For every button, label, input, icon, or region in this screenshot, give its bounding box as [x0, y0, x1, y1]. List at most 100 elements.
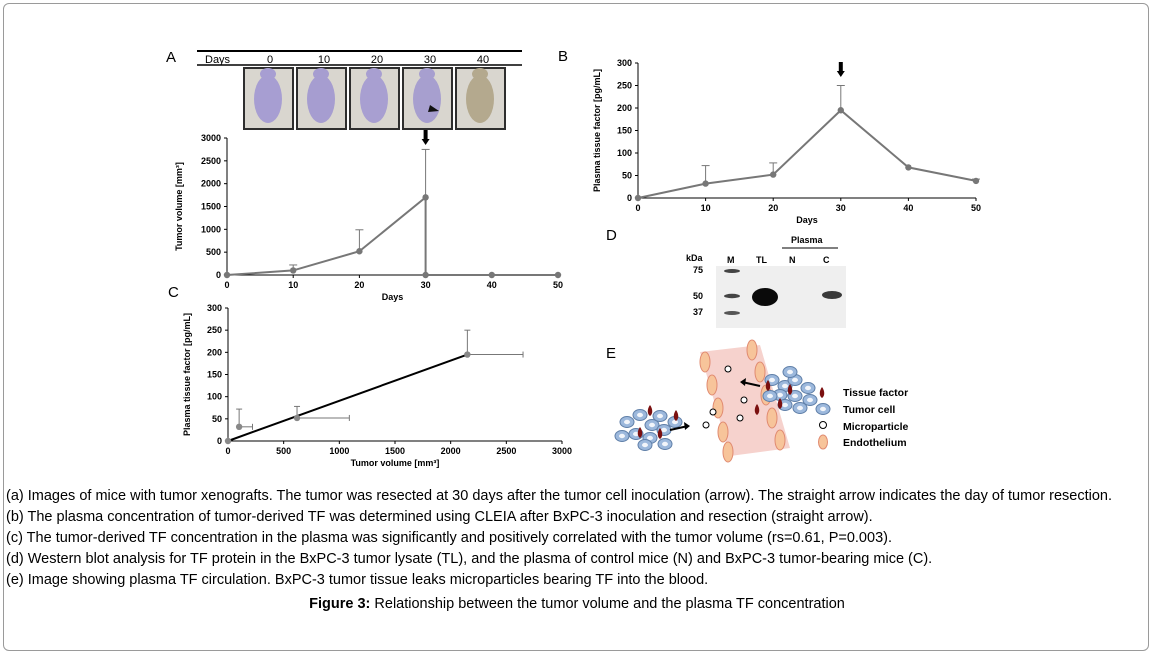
figure-title-label: Figure 3:	[309, 596, 371, 612]
y-tick-label: 1500	[201, 202, 221, 212]
endothelial-cell	[717, 421, 729, 443]
x-tick-label: 10	[288, 280, 298, 290]
days-header-value: 0	[267, 54, 273, 66]
x-tick-label: 0	[225, 446, 230, 456]
data-point	[837, 107, 844, 114]
panel-b-letter: B	[558, 48, 568, 65]
tissue-factor-icon	[819, 387, 825, 398]
c-band	[822, 291, 842, 299]
x-tick-label: 40	[903, 203, 913, 213]
mouse-head	[260, 68, 276, 80]
tumor-cell-nucleus	[792, 393, 798, 399]
y-tick-label: 300	[617, 58, 632, 68]
schematic-legend: Tissue factor Tumor cell Microparticle E…	[815, 387, 909, 450]
western-blot: kDa Plasma M TL N C 75 50 37	[686, 235, 846, 328]
tissue-factor-mark	[754, 404, 760, 415]
plasma-tf-time-chart: 0 10 20 30 40 50 0 50 100 150 200 250 300 Days Plasma …	[592, 58, 981, 225]
tumor-cell-nucleus-icon	[820, 406, 826, 412]
mouse-body	[413, 75, 441, 123]
tissue-factor-mark	[647, 405, 653, 416]
y-axis-title: Plasma tissue factor [pg/mL]	[182, 313, 192, 436]
data-point	[235, 423, 243, 431]
tissue-factor-mark	[673, 410, 679, 421]
caption-b: (b) The plasma concentration of tumor-de…	[6, 509, 873, 525]
tumor-cell-nucleus	[769, 377, 775, 383]
lane-label-n: N	[789, 255, 796, 265]
tumor-cell-nucleus	[649, 422, 655, 428]
y-axis-title: Tumor volume [mm³]	[174, 162, 184, 251]
data-point	[770, 171, 777, 178]
panel-d-letter: D	[606, 227, 617, 244]
plasma-tf-line	[637, 108, 977, 199]
tumor-cell-nucleus	[782, 383, 788, 389]
tumor-cell-nucleus	[647, 435, 653, 441]
data-point	[223, 271, 231, 279]
days-header-values: 0 10 20 30 40	[267, 54, 489, 66]
x-tick-label: 40	[487, 280, 497, 290]
data-point	[464, 351, 471, 358]
x-tick-label: 0	[635, 203, 640, 213]
days-header-value: 40	[477, 54, 489, 66]
lane-label-m: M	[727, 255, 735, 265]
x-tick-label: 3000	[552, 446, 572, 456]
panel-c-letter: C	[168, 284, 179, 301]
data-point	[356, 248, 363, 255]
microparticle	[724, 365, 732, 373]
y-tick-label: 2500	[201, 156, 221, 166]
microparticle	[709, 408, 717, 416]
x-tick-label: 50	[971, 203, 981, 213]
endothelial-cell	[774, 429, 786, 451]
caption-d: (d) Western blot analysis for TF protein…	[6, 551, 933, 567]
tumor-cell-nucleus	[633, 431, 639, 437]
tumor-cell-nucleus	[624, 419, 630, 425]
resection-arrow-head	[421, 139, 430, 145]
microparticle	[740, 396, 748, 404]
mouse-head	[313, 68, 329, 80]
y-tick-label: 2000	[201, 179, 221, 189]
resection-arrow-head	[836, 71, 845, 77]
data-point	[422, 194, 429, 201]
ladder-band-75	[724, 269, 740, 273]
mouse-body	[254, 75, 282, 123]
legend-tumor-cell: Tumor cell	[843, 404, 895, 416]
data-point	[224, 437, 232, 445]
caption-c: (c) The tumor-derived TF concentration i…	[6, 530, 892, 546]
panel-a-letter: A	[166, 49, 176, 66]
ladder-band-37	[724, 311, 740, 315]
tumor-volume-chart: 0 10 20 30 40 50050010001500200025003000DaysT…	[174, 130, 563, 302]
microparticles	[702, 365, 748, 429]
mouse-head	[366, 68, 382, 80]
marker-50: 50	[693, 291, 703, 301]
caption-e: (e) Image showing plasma TF circulation.…	[6, 572, 709, 588]
y-tick-label: 0	[216, 270, 221, 280]
ladder-band-50	[724, 293, 740, 299]
tumor-cell-nucleus	[777, 392, 783, 398]
microparticle	[736, 414, 744, 422]
tumor-cell-nucleus	[782, 402, 788, 408]
tumor-cell-nucleus	[637, 412, 643, 418]
microparticle	[702, 421, 710, 429]
regression-line	[227, 353, 468, 442]
tissue-factor-mark	[765, 380, 771, 391]
x-tick-label: 50	[553, 280, 563, 290]
y-tick-label: 50	[212, 414, 222, 424]
marker-75: 75	[693, 265, 703, 275]
plasma-label: Plasma	[791, 235, 824, 245]
endothelial-cell	[766, 407, 778, 429]
days-header-value: 30	[424, 54, 436, 66]
microparticle-icon	[819, 421, 827, 429]
y-tick-label: 200	[207, 347, 222, 357]
leak-arrow-left-head	[684, 422, 690, 430]
tumor-cell-cluster	[614, 366, 818, 451]
tumor-cell-nucleus	[642, 442, 648, 448]
figure-panels: A Days 0 10 20 30 40 0 10 20 30 40 50050010001500…	[166, 48, 981, 468]
leak-arrow-right-head	[740, 378, 746, 386]
tumor-cell-nucleus	[787, 369, 793, 375]
y-tick-label: 3000	[201, 133, 221, 143]
tumor-cell-nucleus	[792, 377, 798, 383]
data-point	[290, 267, 297, 274]
endothelium-icon	[818, 434, 828, 450]
mouse-body	[466, 75, 494, 123]
figure-frame	[3, 3, 1149, 651]
y-tick-label: 0	[627, 193, 632, 203]
